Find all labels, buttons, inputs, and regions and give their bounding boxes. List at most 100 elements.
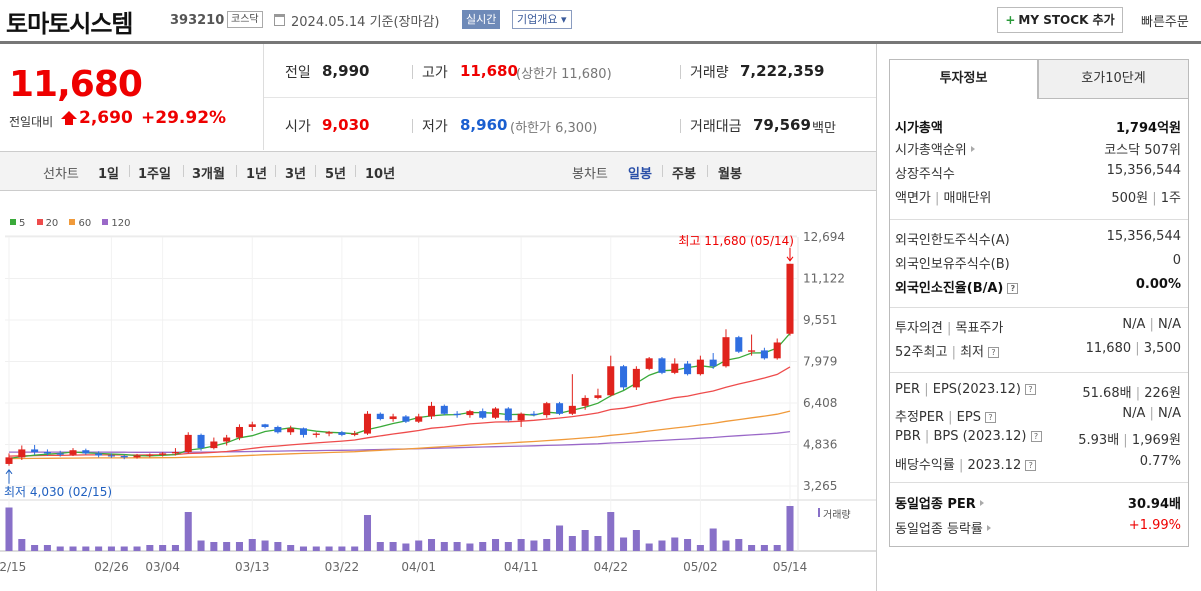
candle	[159, 452, 167, 457]
info-label2-text: EPS(2023.12)	[932, 382, 1021, 397]
volume-bar	[722, 540, 730, 551]
candle	[299, 427, 307, 438]
info-label[interactable]: 시가총액순위	[895, 139, 975, 158]
low-value: 8,960	[460, 116, 508, 134]
help-icon[interactable]: ?	[1024, 384, 1036, 395]
volume-bar	[556, 525, 564, 551]
tab-monthly[interactable]: 월봉	[718, 167, 742, 182]
x-tick-label: 05/14	[773, 560, 808, 574]
candle-body	[466, 411, 474, 416]
candle	[184, 432, 192, 454]
candle	[261, 423, 269, 429]
volume-bar	[31, 545, 39, 551]
help-icon[interactable]: ?	[984, 412, 996, 423]
volume-bar	[197, 540, 205, 551]
info-value: 11,680 | 3,500	[1086, 341, 1181, 356]
info-value2-text: N/A	[1158, 317, 1181, 332]
low-annotation: 최저 4,030 (02/15)	[4, 485, 112, 499]
candle-body	[120, 456, 128, 458]
candlestick-chart[interactable]: 12,694 11,122 9,551 7,979 6,408 4,836 3,265 02/…	[0, 228, 876, 591]
info-value2-text: 1,969원	[1131, 433, 1181, 448]
tab-weekly[interactable]: 주봉	[672, 167, 696, 182]
tab-investment-info[interactable]: 투자정보	[889, 59, 1038, 99]
upper-limit: (상한가 11,680)	[516, 67, 612, 82]
candle	[415, 413, 423, 424]
info-label-text: PER	[895, 382, 921, 397]
tab-sep	[129, 165, 130, 177]
help-icon[interactable]: ?	[1007, 283, 1019, 294]
company-info-dropdown[interactable]: 기업개요 ▾	[512, 10, 572, 29]
y-tick-label: 3,265	[803, 479, 837, 493]
volume-bar	[427, 539, 436, 551]
realtime-button[interactable]: 실시간	[462, 10, 501, 29]
info-label: 추정PER | EPS?	[895, 406, 996, 425]
volume-bar	[453, 542, 461, 551]
volume-bar	[748, 545, 756, 551]
info-label: 배당수익률 | 2023.12?	[895, 454, 1037, 473]
volume-bar	[376, 542, 384, 551]
candle-body	[389, 416, 397, 420]
chevron-right-icon	[986, 525, 991, 531]
high-annotation: 최고 11,680 (05/14)	[678, 234, 794, 248]
candle	[594, 388, 602, 400]
info-label: PBR | BPS (2023.12)?	[895, 429, 1042, 444]
candle-body	[492, 408, 500, 418]
info-label: 52주최고 | 최저?	[895, 341, 1000, 360]
company-info-label: 기업개요	[517, 13, 558, 26]
candle-body	[632, 368, 640, 388]
info-value: 0.77%	[1140, 454, 1181, 469]
volume-bar	[146, 545, 154, 551]
x-tick-label: 02/26	[94, 560, 129, 574]
tab-3m[interactable]: 3개월	[192, 167, 225, 182]
info-label: 시가총액	[895, 117, 943, 136]
high-annotation-arrowhead	[786, 256, 794, 262]
tab-1w[interactable]: 1주일	[138, 167, 171, 182]
info-sep: |	[944, 410, 957, 425]
candle	[325, 430, 333, 437]
candle-body	[31, 449, 39, 453]
info-value: 15,356,544	[1107, 163, 1181, 178]
candle-body	[517, 413, 525, 421]
high-value: 11,680	[460, 62, 518, 80]
candle	[684, 360, 692, 376]
info-value: +1.99%	[1129, 518, 1181, 533]
tab-10y[interactable]: 10년	[365, 167, 396, 182]
info-label-text: 시가총액	[895, 121, 943, 136]
candle	[479, 408, 487, 420]
quick-order-link[interactable]: 빠른주문	[1141, 15, 1189, 30]
info-sep: |	[920, 429, 934, 444]
volume-bar	[632, 530, 640, 551]
add-mystock-button[interactable]: + MY STOCK 추가	[997, 7, 1123, 33]
tab-sep	[183, 165, 184, 177]
candle	[632, 366, 640, 391]
info-label[interactable]: 동일업종 PER	[895, 493, 984, 512]
candle-body	[440, 405, 448, 414]
info-value: N/A | N/A	[1122, 406, 1181, 421]
tab-1d[interactable]: 1일	[98, 167, 120, 182]
tab-3y[interactable]: 3년	[285, 167, 307, 182]
candle	[120, 454, 128, 460]
candle-body	[18, 449, 26, 458]
tab-1y[interactable]: 1년	[246, 167, 268, 182]
info-value: 0	[1173, 253, 1181, 268]
low-annotation-arrowhead	[5, 468, 13, 475]
help-icon[interactable]: ?	[988, 347, 1000, 358]
info-value-text: N/A	[1122, 406, 1146, 421]
help-icon[interactable]: ?	[1025, 460, 1037, 471]
help-icon[interactable]: ?	[1030, 431, 1042, 442]
tab-order-book[interactable]: 호가10단계	[1038, 59, 1189, 99]
tab-5y[interactable]: 5년	[325, 167, 347, 182]
x-tick-label: 04/01	[401, 560, 436, 574]
candle-body	[248, 424, 256, 427]
candle	[5, 453, 13, 466]
candle	[671, 358, 679, 375]
candle-body	[696, 359, 704, 375]
volume-bar	[773, 545, 781, 551]
candle-body	[453, 413, 461, 416]
info-label[interactable]: 동일업종 등락률	[895, 518, 991, 537]
tab-daily[interactable]: 일봉	[628, 167, 652, 182]
candle	[735, 335, 743, 354]
info-label-text: 동일업종 PER	[895, 497, 976, 512]
candle-body	[773, 342, 781, 359]
candle	[171, 448, 179, 456]
